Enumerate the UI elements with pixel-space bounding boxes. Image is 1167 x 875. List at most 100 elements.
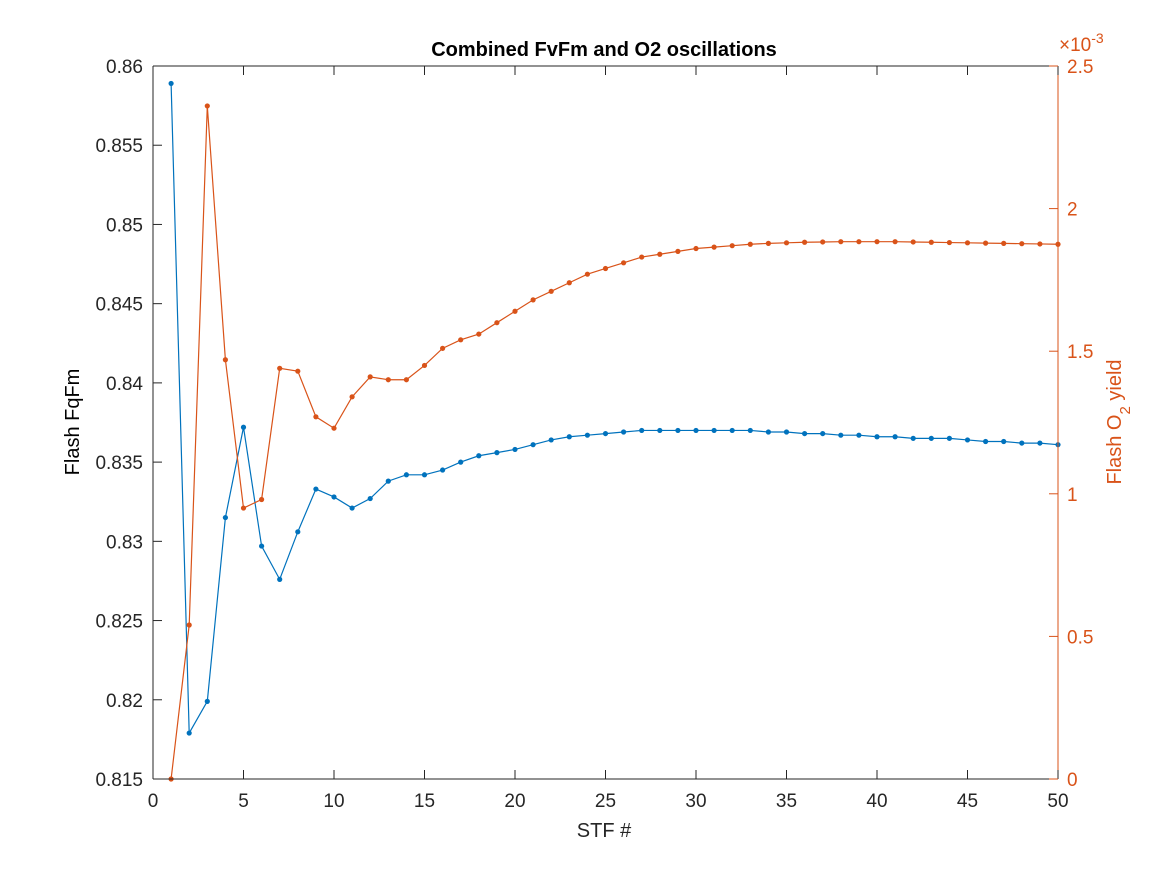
x-tick-label: 35	[776, 791, 797, 812]
x-tick-label: 0	[148, 791, 159, 812]
series-o2-yield-point	[512, 308, 518, 314]
series-o2-yield-point	[820, 239, 826, 245]
y-axis-right-label-part1: Flash O	[1104, 415, 1126, 485]
series-o2-yield-point	[530, 297, 536, 303]
series-o2-yield-point	[277, 365, 283, 371]
y-left-tick-label: 0.86	[106, 57, 143, 78]
y-axis-right-label-part2: yield	[1104, 359, 1126, 406]
y-right-tick-label: 0.5	[1067, 627, 1093, 648]
y-right-tick-label: 2	[1067, 200, 1078, 221]
series-fqfm-point	[440, 467, 446, 473]
x-tick-label: 15	[414, 791, 435, 812]
series-fqfm-point	[856, 432, 862, 438]
right-axis-exponent-power: -3	[1091, 30, 1104, 46]
series-o2-yield-point	[711, 244, 717, 250]
series-o2-yield-point	[729, 243, 735, 249]
series-fqfm-point	[186, 730, 192, 736]
series-fqfm-point	[548, 437, 554, 443]
series-o2-yield-point	[765, 240, 772, 246]
series-o2-yield-point	[295, 368, 301, 374]
series-fqfm-point	[874, 434, 880, 440]
series-layer	[168, 80, 1061, 782]
series-fqfm-point	[693, 427, 699, 434]
series-fqfm-point	[259, 543, 265, 549]
series-o2-yield-point	[1001, 240, 1007, 246]
series-fqfm-point	[639, 427, 645, 434]
series-fqfm-point	[240, 424, 247, 430]
x-tick-label: 20	[504, 791, 525, 812]
series-fqfm-point	[421, 472, 428, 478]
series-o2-yield-point	[838, 239, 844, 245]
series-o2-yield-point	[602, 265, 609, 272]
x-tick-label: 30	[685, 791, 706, 812]
series-fqfm-point	[403, 472, 409, 478]
series-fqfm-point	[892, 434, 898, 440]
series-o2-yield-line	[170, 105, 1059, 780]
series-fqfm-point	[367, 495, 373, 502]
series-fqfm-point	[566, 434, 572, 440]
series-fqfm-point	[1019, 440, 1025, 446]
series-o2-yield-point	[928, 239, 934, 245]
series-fqfm-point	[331, 494, 337, 500]
y-left-tick-label: 0.845	[95, 295, 143, 316]
series-fqfm-point	[747, 427, 753, 434]
y-left-tick-label: 0.855	[95, 136, 143, 157]
series-o2-yield-point	[639, 254, 645, 260]
series-o2-yield-point	[1019, 241, 1025, 247]
series-fqfm-point	[621, 429, 627, 435]
axes-layer: 0 5 10 15 20 25 30 35 40 45 500.8150.820.8250.830.…	[95, 57, 1093, 812]
series-o2-yield-point	[259, 496, 265, 503]
y-axis-right-label-subscript: 2	[1117, 406, 1134, 414]
y-axis-left-label: Flash FqFm	[62, 369, 84, 476]
series-fqfm-point	[783, 429, 790, 435]
series-fqfm-point	[1037, 440, 1043, 446]
series-fqfm-point	[675, 427, 681, 434]
chart-title: Combined FvFm and O2 oscillations	[431, 39, 777, 61]
series-fqfm-point	[602, 430, 609, 437]
series-o2-yield-point	[367, 374, 373, 380]
series-o2-yield-point	[856, 239, 862, 245]
series-o2-yield-point	[385, 377, 391, 383]
x-tick-label: 25	[595, 791, 616, 812]
series-o2-yield-point	[331, 425, 337, 431]
series-fqfm-point	[385, 478, 391, 484]
series-fqfm-point	[657, 427, 663, 434]
series-fqfm-point	[349, 505, 355, 511]
y-right-tick-label: 2.5	[1067, 57, 1093, 78]
series-o2-yield-point	[747, 241, 753, 247]
series-o2-yield-point	[204, 103, 210, 109]
series-fqfm-point	[476, 453, 482, 459]
series-o2-yield-point	[222, 357, 228, 363]
series-o2-yield-point	[440, 345, 446, 351]
right-axis-exponent: ×10-3	[1059, 30, 1104, 56]
x-tick-label: 5	[238, 791, 249, 812]
series-o2-yield-point	[240, 505, 247, 511]
series-fqfm-point	[313, 486, 319, 492]
y-right-tick-label: 0	[1067, 770, 1078, 791]
series-fqfm-point	[494, 450, 500, 456]
y-axis-right-label: Flash O2 yield	[1104, 359, 1134, 484]
series-fqfm-point	[222, 514, 228, 521]
series-fqfm-point	[802, 430, 808, 437]
series-fqfm-point	[928, 435, 934, 441]
series-o2-yield-point	[983, 240, 989, 246]
series-fqfm-point	[765, 429, 772, 435]
y-right-tick-label: 1	[1067, 485, 1078, 506]
series-o2-yield-point	[783, 240, 790, 246]
series-o2-yield-point	[476, 331, 482, 337]
series-o2-yield-point	[313, 414, 319, 420]
plot-area	[153, 66, 1058, 779]
series-o2-yield-point	[421, 362, 428, 369]
y-left-tick-label: 0.835	[95, 453, 143, 474]
series-o2-yield-point	[802, 239, 808, 245]
series-o2-yield-point	[946, 239, 953, 246]
x-tick-label: 45	[957, 791, 978, 812]
axes-background	[153, 66, 1058, 779]
series-fqfm-point	[512, 446, 518, 453]
series-fqfm-point	[729, 427, 735, 434]
series-o2-yield-point	[892, 239, 898, 245]
y-left-tick-label: 0.815	[95, 770, 143, 791]
series-o2-yield-point	[494, 320, 500, 326]
y-left-tick-label: 0.85	[106, 215, 143, 236]
